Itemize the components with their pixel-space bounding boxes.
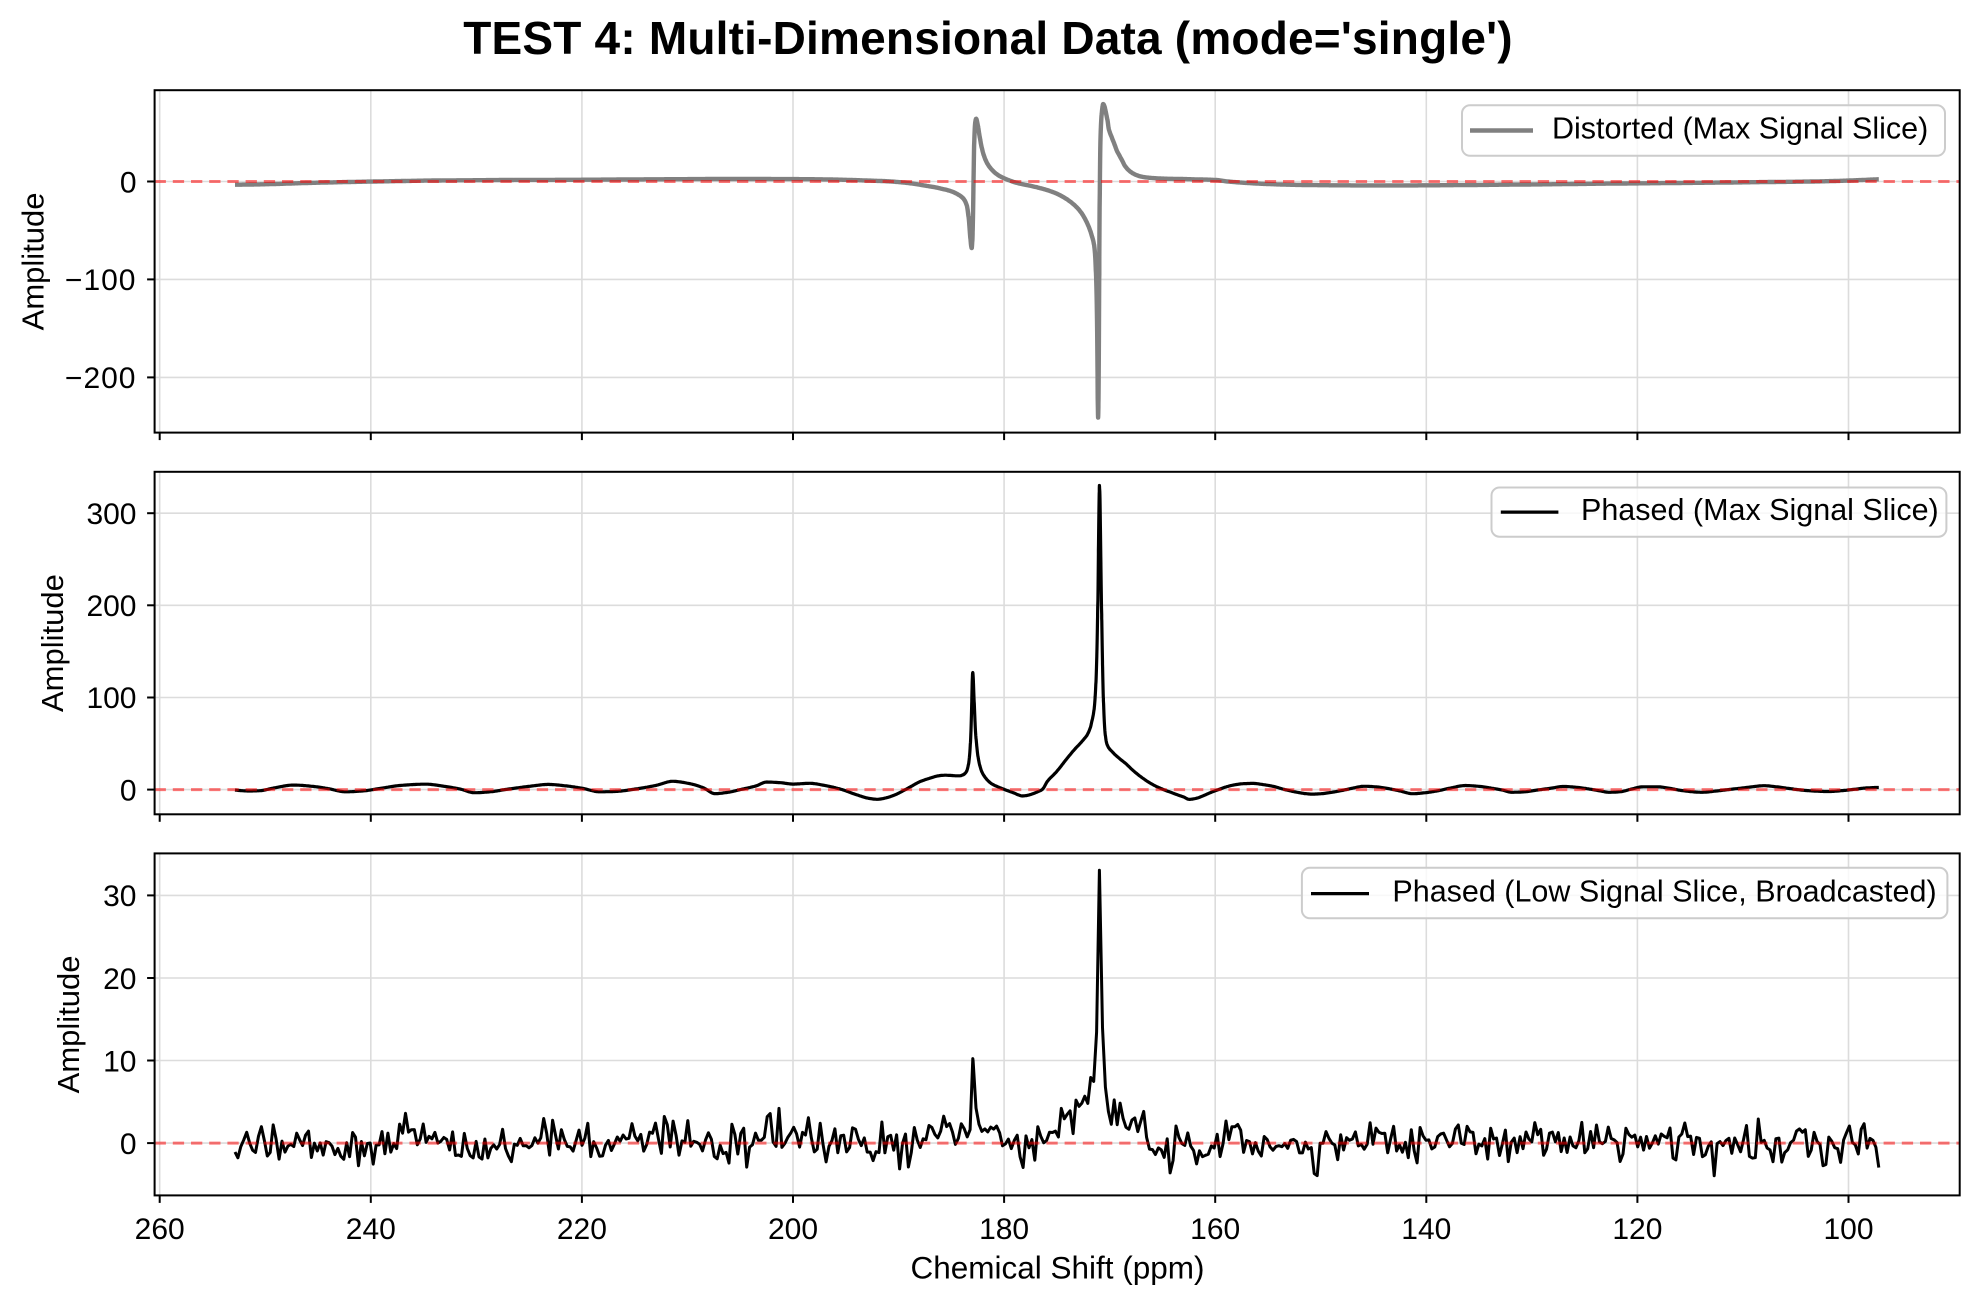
- svg-text:160: 160: [1190, 1213, 1240, 1246]
- svg-text:20: 20: [103, 963, 136, 996]
- svg-text:Phased (Low Signal Slice, Broa: Phased (Low Signal Slice, Broadcasted): [1392, 875, 1936, 909]
- svg-text:0: 0: [120, 166, 137, 199]
- svg-text:Amplitude: Amplitude: [51, 955, 86, 1093]
- svg-text:300: 300: [86, 498, 136, 531]
- svg-text:260: 260: [135, 1213, 185, 1246]
- svg-text:240: 240: [346, 1213, 396, 1246]
- svg-text:100: 100: [86, 682, 136, 715]
- svg-text:120: 120: [1612, 1213, 1662, 1246]
- svg-text:Amplitude: Amplitude: [35, 574, 70, 712]
- svg-text:180: 180: [979, 1213, 1029, 1246]
- svg-text:Chemical Shift (ppm): Chemical Shift (ppm): [910, 1249, 1204, 1285]
- svg-text:200: 200: [768, 1213, 818, 1246]
- svg-text:0: 0: [120, 774, 137, 807]
- svg-text:0: 0: [120, 1128, 137, 1161]
- svg-text:TEST 4: Multi-Dimensional Data: TEST 4: Multi-Dimensional Data (mode='si…: [463, 12, 1513, 64]
- svg-text:−100: −100: [65, 264, 137, 297]
- svg-text:220: 220: [557, 1213, 607, 1246]
- svg-text:Amplitude: Amplitude: [16, 192, 51, 330]
- svg-text:200: 200: [86, 590, 136, 623]
- svg-text:30: 30: [103, 880, 136, 913]
- svg-text:Phased (Max Signal Slice): Phased (Max Signal Slice): [1581, 493, 1939, 527]
- svg-text:−200: −200: [65, 362, 137, 395]
- svg-text:Distorted (Max Signal Slice): Distorted (Max Signal Slice): [1552, 111, 1928, 145]
- svg-text:10: 10: [103, 1045, 136, 1078]
- svg-text:140: 140: [1401, 1213, 1451, 1246]
- svg-text:100: 100: [1823, 1213, 1873, 1246]
